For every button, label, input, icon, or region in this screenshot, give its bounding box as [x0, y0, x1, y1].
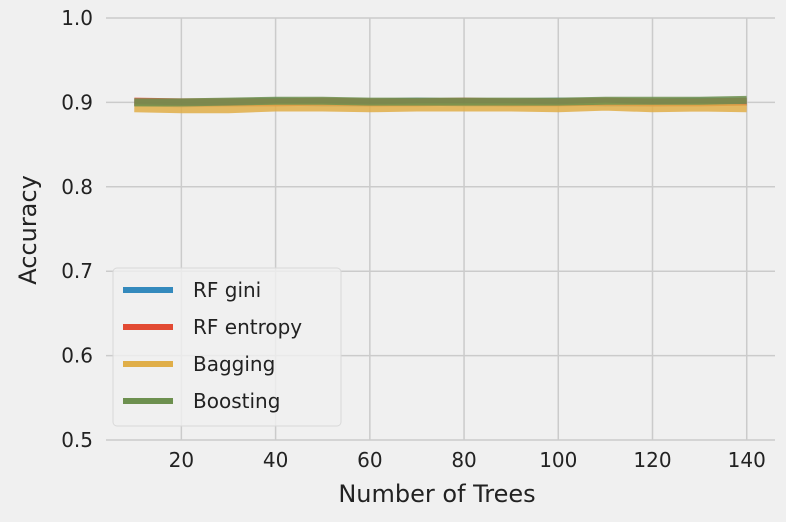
legend-label: Boosting — [193, 389, 280, 413]
y-tick-label: 1.0 — [61, 6, 93, 30]
x-tick-label: 140 — [728, 448, 766, 472]
x-tick-label: 40 — [263, 448, 288, 472]
x-tick-label: 20 — [169, 448, 194, 472]
series-line-boosting — [134, 95, 747, 107]
tick-labels: 20 40 60 80 100 120 140 0.5 0.6 0.7 0.8 0.9 1.0 — [61, 6, 766, 472]
y-tick-label: 0.6 — [61, 344, 93, 368]
legend-box — [112, 267, 342, 427]
x-axis-label: Number of Trees — [338, 480, 535, 508]
y-tick-label: 0.8 — [61, 175, 93, 199]
x-tick-label: 80 — [451, 448, 476, 472]
x-tick-label: 120 — [633, 448, 671, 472]
legend-label: RF gini — [193, 278, 261, 302]
x-tick-label: 100 — [539, 448, 577, 472]
y-tick-label: 0.7 — [61, 259, 93, 283]
legend-label: RF entropy — [193, 315, 302, 339]
y-axis-label: Accuracy — [14, 175, 42, 285]
legend: RF gini RF entropy Bagging Boosting — [112, 267, 342, 427]
y-tick-label: 0.9 — [61, 90, 93, 114]
y-tick-label: 0.5 — [61, 428, 93, 452]
series-layer — [134, 95, 747, 114]
x-tick-label: 60 — [357, 448, 382, 472]
legend-label: Bagging — [193, 352, 275, 376]
series-line-bagging — [134, 102, 747, 114]
